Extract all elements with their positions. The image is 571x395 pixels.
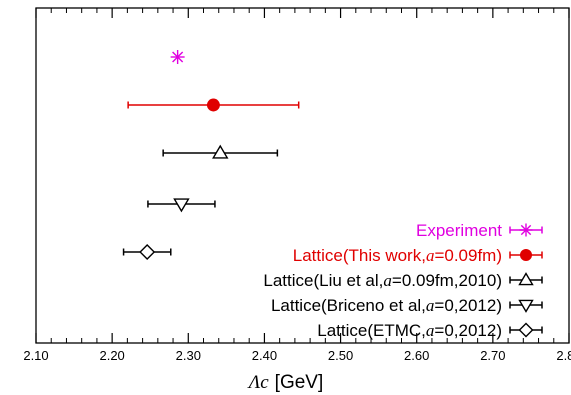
x-axis-ticks: 2.10 2.20 2.30 2.40 2.50 2.60 2.70 2.80 (23, 8, 571, 363)
legend-label-part: Lattice(Liu et al, (263, 271, 383, 290)
data-point-2 (127, 98, 300, 112)
legend-entry-5: Lattice(ETMC,a=0,2012) (317, 321, 543, 340)
legend-label-part: Lattice(ETMC, (317, 321, 426, 340)
legend-label-part: a (426, 321, 435, 340)
legend-label: Lattice(Liu et al,a=0.09fm,2010) (263, 271, 502, 290)
legend-entry-4: Lattice(Briceno et al,a=0,2012) (271, 296, 543, 315)
x-tick-label: 2.20 (99, 348, 124, 363)
legend-entry-3: Lattice(Liu et al,a=0.09fm,2010) (263, 271, 543, 290)
legend-entry-1: Experiment (416, 221, 543, 240)
x-tick-label: 2.80 (556, 348, 571, 363)
data-point-5 (122, 244, 172, 260)
x-tick-label: 2.10 (23, 348, 48, 363)
legend-label: Experiment (416, 221, 502, 240)
legend-label-part: a (426, 246, 435, 265)
x-tick-label: 2.50 (328, 348, 353, 363)
legend-entry-2: Lattice(This work,a=0.09fm) (293, 246, 543, 265)
x-tick-label: 2.70 (480, 348, 505, 363)
x-axis-title: Λc [GeV] (247, 372, 324, 393)
x-axis-symbol: Λc (247, 372, 269, 393)
x-axis-unit: [GeV] (275, 372, 324, 393)
data-points (122, 50, 300, 260)
data-point-3 (162, 144, 279, 159)
x-tick-label: 2.40 (252, 348, 277, 363)
x-tick-label: 2.60 (404, 348, 429, 363)
x-tick-label: 2.30 (176, 348, 201, 363)
data-point-1 (170, 50, 185, 64)
legend-label: Lattice(This work,a=0.09fm) (293, 246, 502, 265)
legend-label: Lattice(Briceno et al,a=0,2012) (271, 296, 502, 315)
legend-label: Lattice(ETMC,a=0,2012) (317, 321, 502, 340)
legend-label-part: =0.09fm,2010) (392, 271, 502, 290)
data-point-4 (147, 198, 216, 213)
legend-symbol (509, 322, 543, 338)
legend-symbol (509, 272, 543, 286)
legend-label-part: Experiment (416, 221, 502, 240)
legend-label-part: Lattice(Briceno et al, (271, 296, 426, 315)
legend-label-part: =0,2012) (434, 296, 502, 315)
legend-label-part: Lattice(This work, (293, 246, 426, 265)
legend-label-part: =0.09fm) (434, 246, 502, 265)
legend-label-part: a (383, 271, 392, 290)
legend-label-part: =0,2012) (434, 321, 502, 340)
legend-symbol (509, 299, 543, 313)
plot-frame (35, 7, 570, 344)
legend-label-part: a (426, 296, 435, 315)
legend-symbol (509, 248, 543, 262)
legend-symbol (509, 223, 543, 237)
